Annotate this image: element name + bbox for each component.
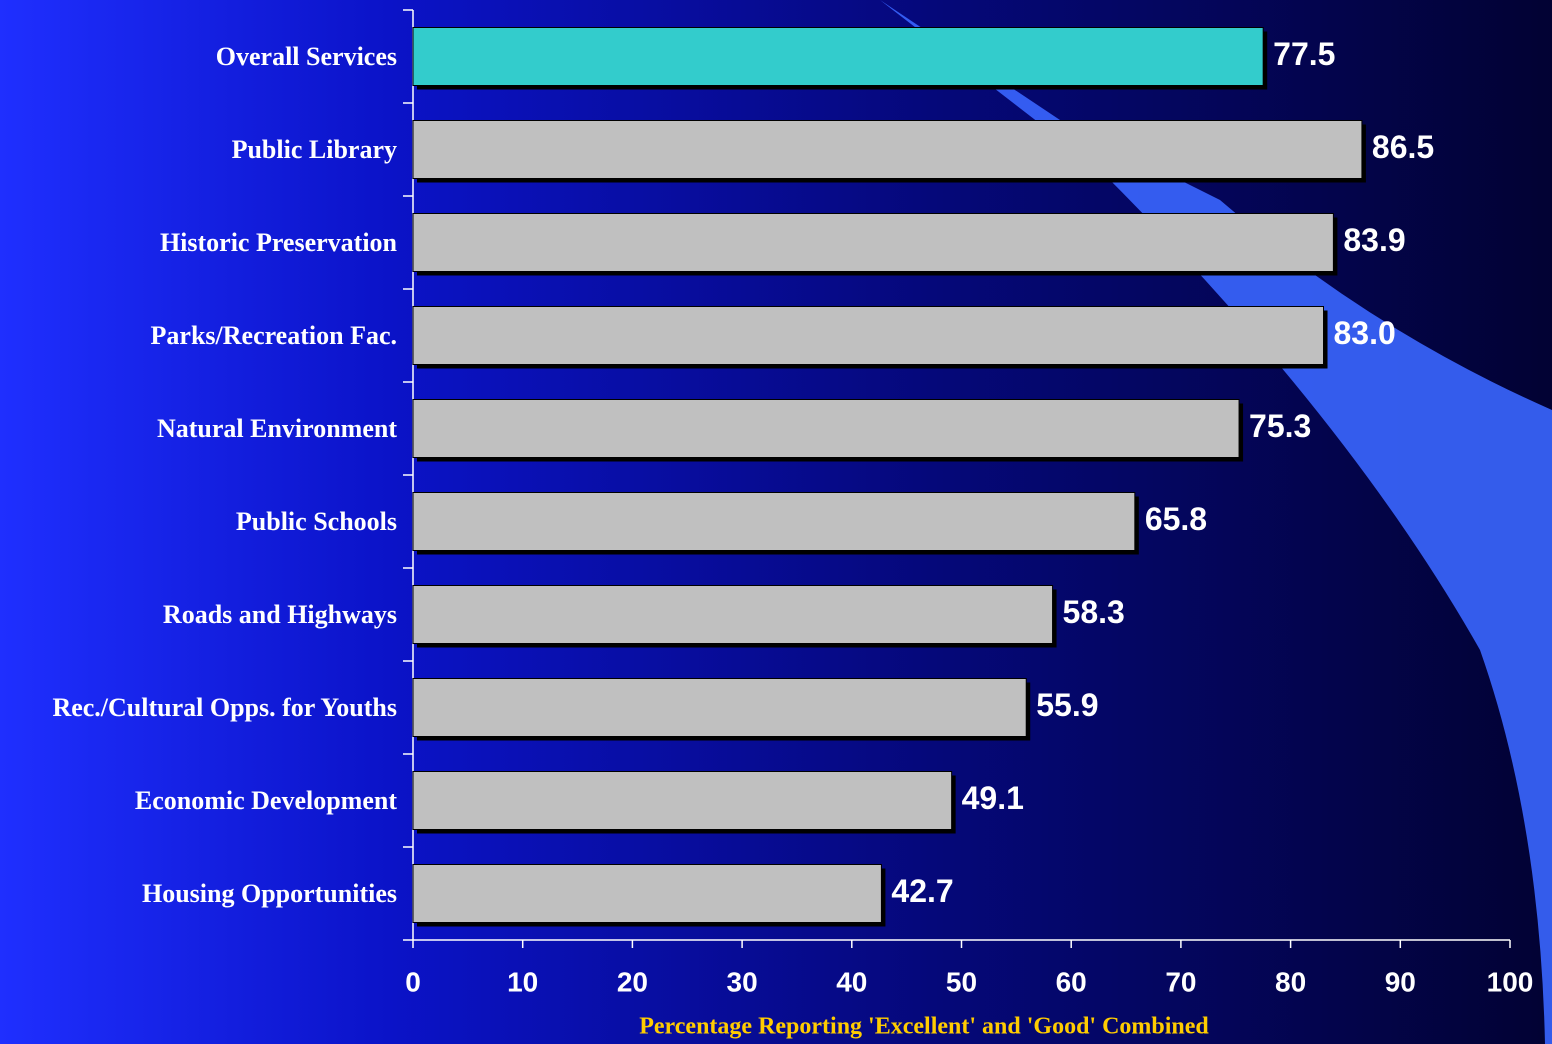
x-tick-label: 60: [1056, 966, 1087, 997]
x-tick-label: 30: [727, 966, 758, 997]
category-label-box: Natural Environment: [157, 384, 397, 474]
x-tick-label: 0: [405, 966, 421, 997]
x-tick-label: 70: [1165, 966, 1196, 997]
category-label-box: Historic Preservation: [160, 198, 397, 288]
bar: [412, 678, 1027, 737]
bar: [412, 306, 1325, 365]
value-label: 55.9: [1036, 687, 1098, 723]
category-label-box: Parks/Recreation Fac.: [151, 291, 397, 381]
y-tick-label: Historic Preservation: [159, 227, 397, 257]
value-label: 83.9: [1343, 222, 1405, 258]
bar: [412, 585, 1054, 644]
category-label-box: Roads and Highways: [163, 570, 397, 660]
decoration: [880, 0, 1552, 1044]
category-label-box: Public Schools: [236, 477, 397, 567]
y-tick-label: Economic Development: [134, 785, 397, 815]
y-tick-label: Parks/Recreation Fac.: [150, 320, 397, 350]
category-label-box: Rec./Cultural Opps. for Youths: [52, 663, 397, 753]
bar: [412, 492, 1136, 551]
value-label: 86.5: [1372, 129, 1434, 165]
x-axis-title: Percentage Reporting 'Excellent' and 'Go…: [639, 1014, 1209, 1040]
x-tick-label: 80: [1275, 966, 1306, 997]
value-label: 83.0: [1334, 315, 1396, 351]
value-label: 75.3: [1249, 408, 1311, 444]
x-tick-label: 90: [1385, 966, 1416, 997]
category-label-box: Overall Services: [216, 12, 397, 102]
x-tick-label: 50: [946, 966, 977, 997]
bar: [412, 120, 1363, 179]
x-tick-label: 40: [836, 966, 867, 997]
category-label-box: Housing Opportunities: [142, 849, 397, 939]
bar: [412, 399, 1240, 458]
value-label: 58.3: [1063, 594, 1125, 630]
value-label: 77.5: [1273, 36, 1335, 72]
x-tick-label: 20: [617, 966, 648, 997]
y-tick-label: Overall Services: [215, 41, 397, 71]
y-tick-label: Housing Opportunities: [141, 878, 397, 908]
y-tick-label: Natural Environment: [156, 413, 397, 443]
y-tick-label: Roads and Highways: [162, 599, 397, 629]
y-tick-label: Public Library: [231, 134, 397, 164]
bar: [412, 771, 953, 830]
bar: [412, 27, 1264, 86]
value-label: 49.1: [962, 780, 1024, 816]
y-tick-label: Public Schools: [235, 506, 397, 536]
bar: [412, 213, 1334, 272]
value-label: 65.8: [1145, 501, 1207, 537]
category-label-box: Economic Development: [135, 756, 397, 846]
category-label-box: Public Library: [232, 105, 397, 195]
bar: [412, 864, 882, 923]
y-tick-label: Rec./Cultural Opps. for Youths: [52, 692, 397, 722]
x-tick-label: 100: [1487, 966, 1534, 997]
value-label: 42.7: [891, 873, 953, 909]
x-tick-label: 10: [507, 966, 538, 997]
